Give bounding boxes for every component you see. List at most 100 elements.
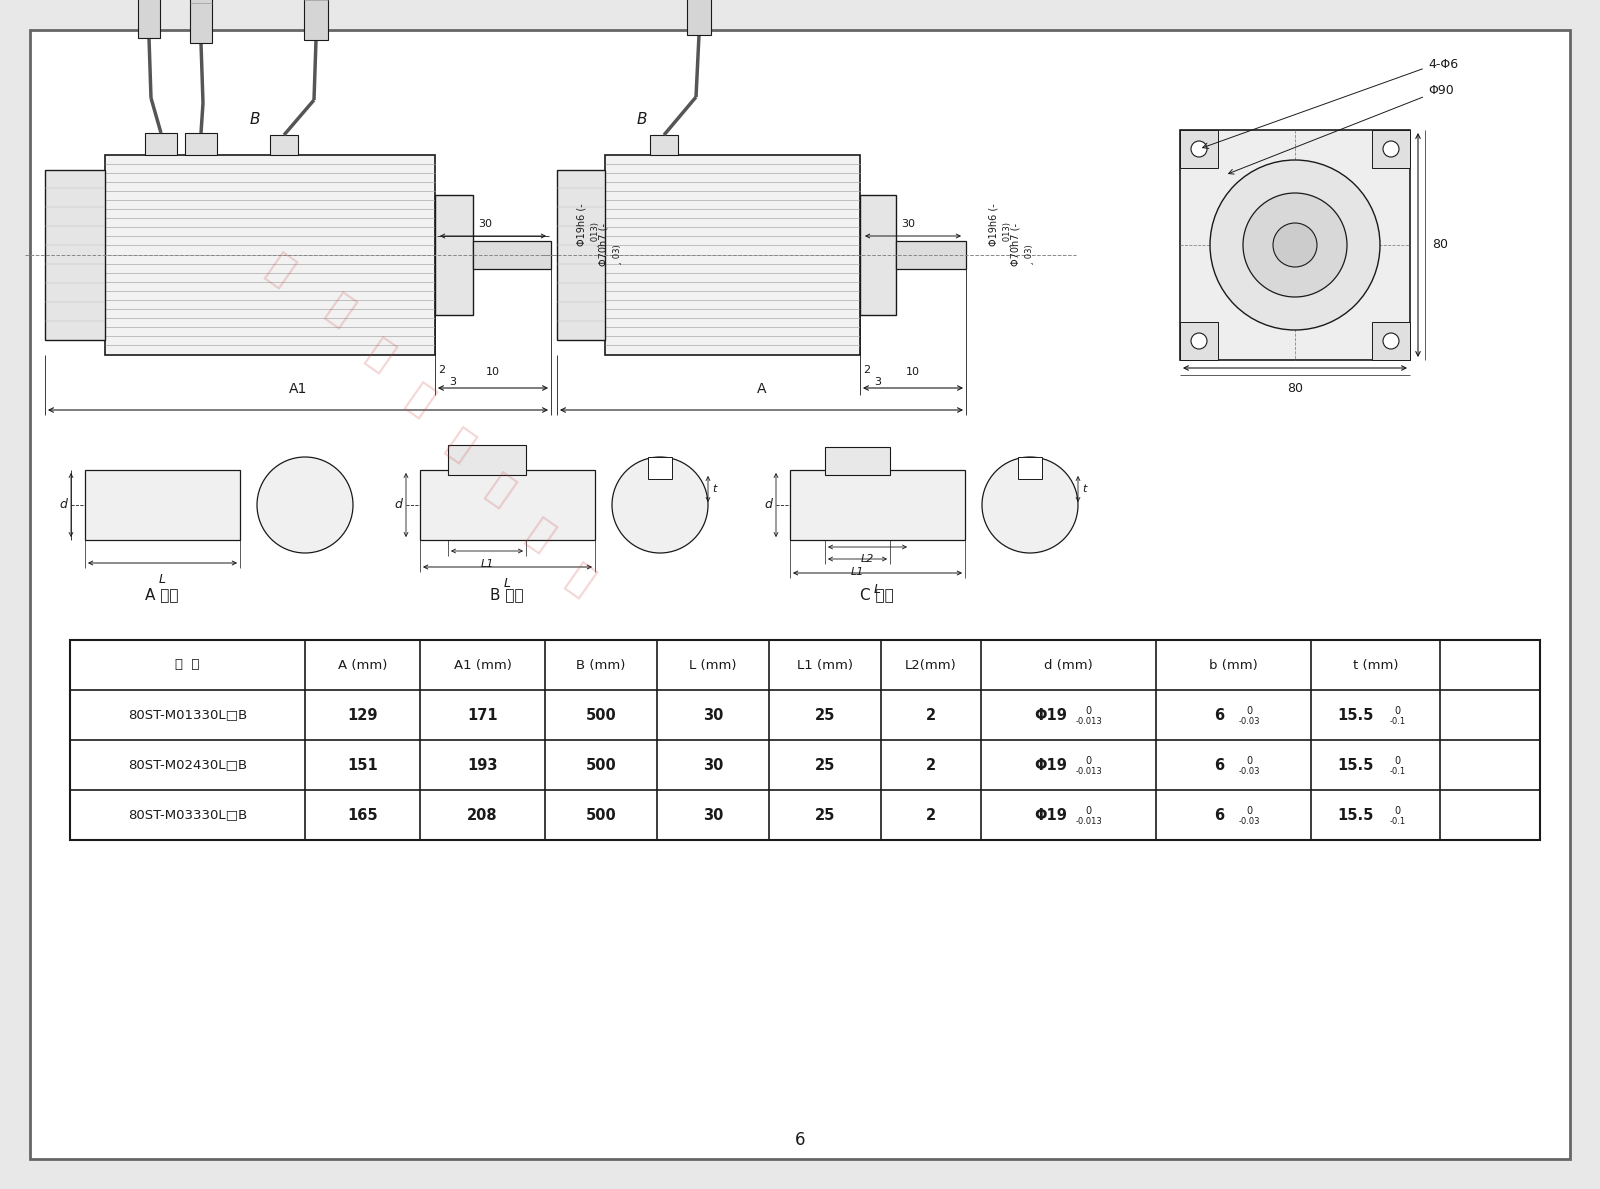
Text: 有: 有 — [560, 558, 600, 603]
Text: -0.03: -0.03 — [1238, 768, 1261, 776]
Text: t (mm): t (mm) — [1352, 659, 1398, 672]
Text: A 型键: A 型键 — [146, 587, 179, 603]
Text: 30: 30 — [478, 219, 493, 229]
Text: 0: 0 — [1246, 706, 1253, 716]
Text: B: B — [637, 113, 648, 127]
Text: Φ19h6 (-: Φ19h6 (- — [989, 203, 998, 246]
Text: ¸ 013): ¸ 013) — [1002, 222, 1011, 249]
Text: Φ90: Φ90 — [1229, 83, 1454, 174]
Text: -0.013: -0.013 — [1075, 717, 1102, 726]
Text: 0: 0 — [1395, 706, 1400, 716]
Text: C 型键: C 型键 — [861, 587, 894, 603]
Text: L (mm): L (mm) — [690, 659, 736, 672]
Text: -0.03: -0.03 — [1238, 818, 1261, 826]
Text: 备: 备 — [520, 512, 560, 558]
Bar — [435, 195, 474, 315]
Text: ¸ 03): ¸ 03) — [1024, 245, 1034, 265]
Text: 2: 2 — [926, 707, 936, 723]
Bar — [474, 241, 550, 269]
Circle shape — [258, 457, 354, 553]
Text: ¸ 03): ¸ 03) — [611, 245, 621, 265]
Text: 6: 6 — [795, 1131, 805, 1149]
Text: 0: 0 — [1085, 806, 1091, 816]
Text: 6: 6 — [1214, 807, 1224, 823]
Circle shape — [1190, 333, 1206, 350]
Text: 3: 3 — [874, 377, 882, 386]
Text: 2: 2 — [926, 807, 936, 823]
Text: 型  号: 型 号 — [176, 659, 200, 672]
Bar — [190, 0, 211, 43]
Text: ¸ 013): ¸ 013) — [590, 222, 598, 249]
Text: 500: 500 — [586, 807, 616, 823]
Text: 0: 0 — [1085, 706, 1091, 716]
Bar — [448, 445, 526, 474]
Text: 208: 208 — [467, 807, 498, 823]
Text: 工: 工 — [440, 423, 480, 467]
Bar — [106, 155, 435, 356]
Text: 25: 25 — [814, 757, 835, 773]
Circle shape — [1210, 161, 1379, 331]
Bar — [146, 133, 178, 155]
Text: d: d — [394, 498, 402, 511]
Text: Φ19: Φ19 — [1034, 757, 1067, 773]
Text: B (mm): B (mm) — [576, 659, 626, 672]
Bar — [1181, 130, 1218, 168]
Text: L: L — [504, 577, 510, 590]
Bar — [419, 470, 595, 540]
Text: 165: 165 — [347, 807, 378, 823]
Text: t: t — [712, 484, 717, 493]
Bar — [70, 640, 1539, 839]
Text: 10: 10 — [486, 367, 499, 377]
Bar — [45, 170, 106, 340]
Text: A: A — [757, 382, 766, 396]
Bar — [1373, 322, 1410, 360]
Text: 15.5: 15.5 — [1338, 807, 1374, 823]
Text: 15.5: 15.5 — [1338, 757, 1374, 773]
Text: 171: 171 — [467, 707, 498, 723]
Bar — [1181, 130, 1410, 360]
Text: L: L — [874, 583, 880, 596]
Text: 151: 151 — [347, 757, 378, 773]
Text: 30: 30 — [702, 707, 723, 723]
Text: 0: 0 — [1246, 806, 1253, 816]
Circle shape — [1382, 333, 1398, 350]
Circle shape — [982, 457, 1078, 553]
Text: -0.03: -0.03 — [1238, 717, 1261, 726]
Text: 500: 500 — [586, 757, 616, 773]
Bar — [138, 0, 160, 38]
Text: 市: 市 — [360, 333, 400, 377]
Text: 沈: 沈 — [259, 247, 301, 292]
Bar — [648, 457, 672, 479]
Text: 6: 6 — [1214, 707, 1224, 723]
Text: L: L — [158, 573, 165, 586]
Circle shape — [1382, 141, 1398, 157]
Circle shape — [1190, 141, 1206, 157]
Bar — [605, 155, 861, 356]
Bar — [1181, 322, 1218, 360]
Text: -0.1: -0.1 — [1389, 768, 1405, 776]
Text: 30: 30 — [901, 219, 915, 229]
Text: B: B — [250, 113, 261, 127]
Bar — [1018, 457, 1042, 479]
Text: 3: 3 — [450, 377, 456, 386]
Text: A (mm): A (mm) — [338, 659, 387, 672]
Text: 129: 129 — [347, 707, 378, 723]
Text: b (mm): b (mm) — [1210, 659, 1258, 672]
Text: L1: L1 — [480, 559, 494, 570]
Text: 设: 设 — [480, 467, 520, 512]
Text: 80ST-M01330L□B: 80ST-M01330L□B — [128, 709, 246, 722]
Bar — [861, 195, 896, 315]
Circle shape — [1274, 224, 1317, 268]
Bar — [186, 133, 218, 155]
Bar — [826, 447, 890, 474]
Bar — [85, 470, 240, 540]
Text: Φ70h7 (-: Φ70h7 (- — [1010, 224, 1021, 266]
Text: L2: L2 — [861, 554, 874, 564]
Text: 193: 193 — [467, 757, 498, 773]
Text: -0.1: -0.1 — [1389, 717, 1405, 726]
Bar — [650, 136, 678, 155]
Text: 0: 0 — [1085, 756, 1091, 766]
Text: 30: 30 — [702, 807, 723, 823]
Text: 2: 2 — [926, 757, 936, 773]
Circle shape — [611, 457, 707, 553]
